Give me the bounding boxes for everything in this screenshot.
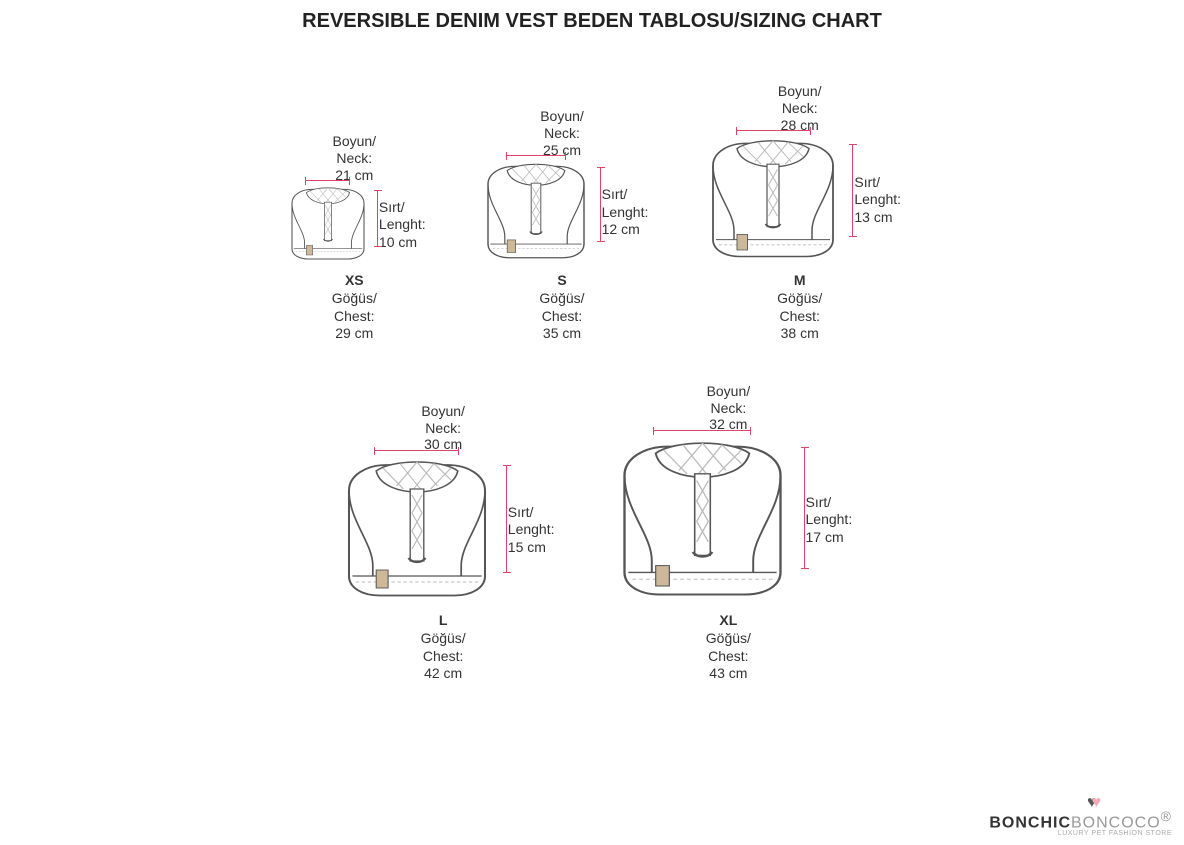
chest-label: Göğüs/ Chest: 29 cm [332, 290, 377, 343]
brand-registered: ® [1161, 808, 1172, 824]
length-dimension-line [377, 190, 378, 248]
size-code: L [439, 612, 448, 628]
chart-title: REVERSIBLE DENIM VEST BEDEN TABLOSU/SIZI… [0, 0, 1184, 33]
neck-dimension-line [653, 430, 751, 431]
brand-tagline: LUXURY PET FASHION STORE [989, 830, 1172, 837]
chest-label: Göğüs/ Chest: 35 cm [539, 290, 584, 343]
size-item-m: Boyun/ Neck: 28 cm [698, 83, 901, 343]
vest-illustration [605, 433, 800, 603]
chest-label: Göğüs/ Chest: 38 cm [777, 290, 822, 343]
logo-hearts-icon: ♥♥ [1087, 794, 1102, 812]
sizes-row-1: Boyun/ Neck: 21 cm [0, 83, 1184, 343]
size-code: S [557, 272, 566, 288]
chest-label: Göğüs/ Chest: 43 cm [706, 630, 751, 683]
size-code: XS [345, 272, 364, 288]
size-code: XL [719, 612, 737, 628]
size-code: M [794, 272, 806, 288]
length-label: Sırt/ Lenght: 12 cm [602, 186, 649, 239]
vest-diagram [605, 433, 800, 606]
neck-dimension-line [305, 180, 350, 181]
neck-label: Boyun/ Neck: 25 cm [540, 108, 584, 158]
sizes-row-2: Boyun/ Neck: 30 cm [0, 383, 1184, 683]
neck-dimension-line [374, 450, 459, 451]
vest-diagram [698, 133, 848, 266]
size-item-l: Boyun/ Neck: 30 cm [332, 403, 555, 683]
vest-diagram [283, 183, 373, 266]
vest-illustration [283, 183, 373, 263]
brand-name-b: BONCOCO [1071, 814, 1161, 831]
length-label: Sırt/ Lenght: 17 cm [806, 494, 853, 547]
vest-illustration [476, 158, 596, 263]
length-label: Sırt/ Lenght: 13 cm [854, 174, 901, 227]
neck-dimension-line [506, 155, 566, 156]
length-dimension-line [506, 465, 507, 573]
neck-label: Boyun/ Neck: 30 cm [421, 403, 465, 453]
vest-illustration [698, 133, 848, 263]
size-item-s: Boyun/ Neck: 25 cm [476, 108, 649, 343]
neck-dimension-line [736, 130, 811, 131]
brand-logo: ♥♥ BONCHICBONCOCO® LUXURY PET FASHION ST… [989, 808, 1172, 837]
length-dimension-line [600, 167, 601, 243]
vest-diagram [476, 158, 596, 266]
size-item-xl: Boyun/ Neck: 32 cm [605, 383, 853, 683]
length-dimension-line [804, 447, 805, 569]
length-label: Sırt/ Lenght: 15 cm [508, 504, 555, 557]
length-label: Sırt/ Lenght: 10 cm [379, 199, 426, 252]
neck-label: Boyun/ Neck: 28 cm [778, 83, 822, 133]
neck-label: Boyun/ Neck: 32 cm [707, 383, 751, 433]
brand-name-a: BONCHIC [989, 814, 1071, 831]
vest-diagram [332, 453, 502, 606]
neck-label: Boyun/ Neck: 21 cm [332, 133, 376, 183]
length-dimension-line [852, 144, 853, 238]
chest-label: Göğüs/ Chest: 42 cm [421, 630, 466, 683]
vest-illustration [332, 453, 502, 603]
size-item-xs: Boyun/ Neck: 21 cm [283, 133, 426, 343]
